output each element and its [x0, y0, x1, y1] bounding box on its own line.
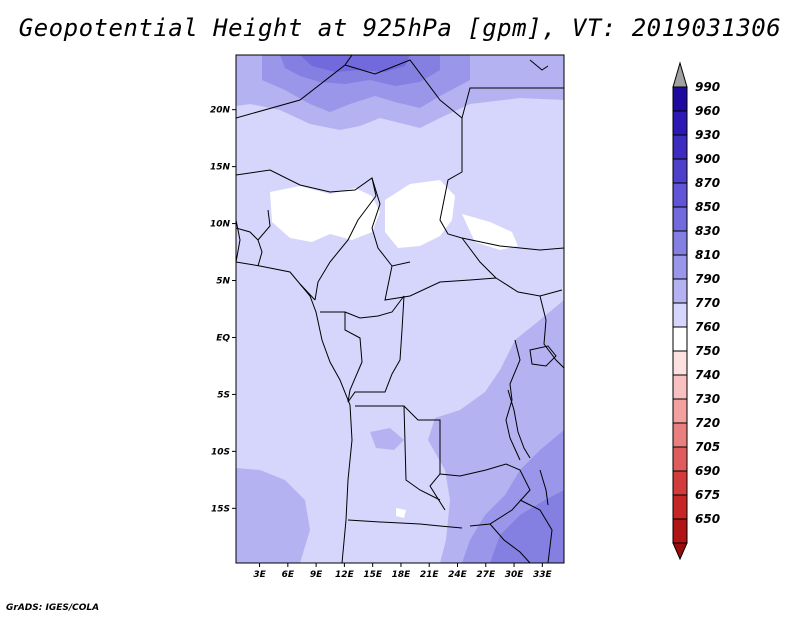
colorbar-swatch [672, 230, 688, 256]
colorbar-label: 750 [695, 344, 720, 358]
colorbar-swatch [672, 350, 688, 376]
colorbar-bottom-arrow [672, 542, 688, 561]
lon-label: 6E [282, 570, 295, 580]
lat-label: 5S [217, 390, 230, 400]
colorbar-label: 770 [695, 296, 720, 310]
colorbar-swatch [672, 374, 688, 400]
colorbar-label: 690 [695, 464, 720, 478]
lat-label: 15N [210, 163, 231, 173]
border-zambia [439, 463, 531, 527]
border-drc-west [347, 295, 405, 403]
field-below-770-b [385, 180, 455, 248]
map-shading [236, 55, 564, 563]
border-algeria-niger [236, 55, 353, 119]
field-790-southwest [236, 468, 310, 563]
colorbar-swatch [672, 326, 688, 352]
map-frame [235, 54, 565, 564]
colorbar-label: 720 [695, 416, 720, 430]
lon-label: 18E [392, 570, 412, 580]
lon-label: 15E [363, 570, 383, 580]
colorbar-label: 900 [695, 152, 720, 166]
colorbar-swatch [672, 278, 688, 304]
lon-label: 21E [420, 570, 440, 580]
colorbar-swatch [672, 206, 688, 232]
border-zimbabwe [489, 523, 531, 563]
lon-label: 9E [310, 570, 323, 580]
border-chad-sudan [439, 118, 497, 279]
lake-malawi [539, 469, 549, 506]
lon-label: 33E [533, 570, 553, 580]
colorbar-label: 650 [695, 512, 720, 526]
lon-label: 30E [505, 570, 525, 580]
border-east-africa [505, 339, 521, 461]
colorbar-swatch [672, 86, 688, 112]
colorbar-label: 960 [695, 104, 720, 118]
border-libya-niger-chad [344, 59, 564, 119]
colorbar-swatch [672, 158, 688, 184]
footer-credit: GrADS: IGES/COLA [6, 603, 100, 613]
field-830-southeast [490, 490, 564, 563]
colorbar-swatch [672, 302, 688, 328]
field-790-patch [370, 428, 404, 450]
colorbar-swatch [672, 134, 688, 160]
colorbar-label: 705 [695, 440, 720, 454]
lon-label: 27E [476, 570, 496, 580]
colorbar-swatch [672, 182, 688, 208]
colorbar-label: 990 [695, 80, 720, 94]
lat-label: 10N [210, 220, 231, 230]
lat-label: 5N [216, 277, 230, 287]
border-mozambique [519, 499, 553, 563]
colorbar-swatch [672, 494, 688, 520]
field-below-770-d [396, 508, 406, 518]
country-borders [236, 55, 564, 563]
colorbar: 990 960 930 900 870 850 830 810 790 770 760 750 740 7… [672, 61, 720, 561]
border-angola-namibia [347, 519, 463, 529]
colorbar-label: 810 [695, 248, 720, 262]
lon-label: 24E [448, 570, 468, 580]
border-chad-lakechad [371, 177, 411, 267]
map-title: Geopotential Height at 925hPa [gpm], VT:… [18, 14, 782, 42]
lat-label: 15S [211, 504, 230, 514]
field-below-770-a [270, 186, 380, 242]
border-nigeria-cameroon [314, 195, 377, 301]
lon-label: 12E [335, 570, 355, 580]
colorbar-label: 930 [695, 128, 720, 142]
field-850-north [300, 55, 410, 72]
colorbar-swatch [672, 110, 688, 136]
latitude-axis: 20N 15N 10N 5N EQ 5S 10S 15S [210, 106, 236, 514]
colorbar-label: 870 [695, 176, 720, 190]
colorbar-label: 790 [695, 272, 720, 286]
coastline-west [236, 219, 353, 563]
colorbar-swatch [672, 470, 688, 496]
border-sudan-ssudan [461, 237, 564, 251]
colorbar-swatch [672, 446, 688, 472]
border-cameroon-congo [344, 295, 405, 319]
colorbar-swatch [672, 422, 688, 448]
colorbar-label: 760 [695, 320, 720, 334]
border-burkina [236, 209, 271, 241]
colorbar-swatch [672, 254, 688, 280]
colorbar-label: 850 [695, 200, 720, 214]
lake-victoria [529, 345, 557, 367]
lake-tanganyika [507, 389, 531, 459]
colorbar-label: 675 [695, 488, 720, 502]
colorbar-label: 730 [695, 392, 720, 406]
longitude-axis: 3E 6E 9E 12E 15E 18E 21E 24E 27E 30E 33E [253, 563, 553, 580]
colorbar-top-arrow [672, 61, 688, 88]
border-kenya-uganda [539, 295, 564, 369]
border-car [384, 265, 563, 301]
colorbar-label: 740 [695, 368, 720, 382]
colorbar-label: 830 [695, 224, 720, 238]
lon-label: 3E [253, 570, 266, 580]
colorbar-swatch [672, 398, 688, 424]
colorbar-swatch [672, 518, 688, 544]
border-ghana-togo [257, 239, 263, 267]
lat-label: 20N [210, 106, 231, 116]
red-sea-coast [529, 59, 549, 71]
lat-label: 10S [211, 447, 230, 457]
lat-label: EQ [216, 333, 230, 343]
border-angola-zambia [403, 405, 441, 501]
